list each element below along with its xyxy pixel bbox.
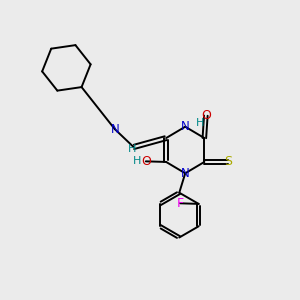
Text: O: O [201,109,211,122]
Text: H: H [195,118,204,128]
Text: H: H [133,156,141,166]
Text: F: F [177,197,184,210]
Text: O: O [141,155,151,168]
Text: S: S [224,155,232,168]
Text: N: N [181,120,190,133]
Text: H: H [128,144,136,154]
Text: N: N [110,123,119,136]
Text: N: N [181,167,190,180]
